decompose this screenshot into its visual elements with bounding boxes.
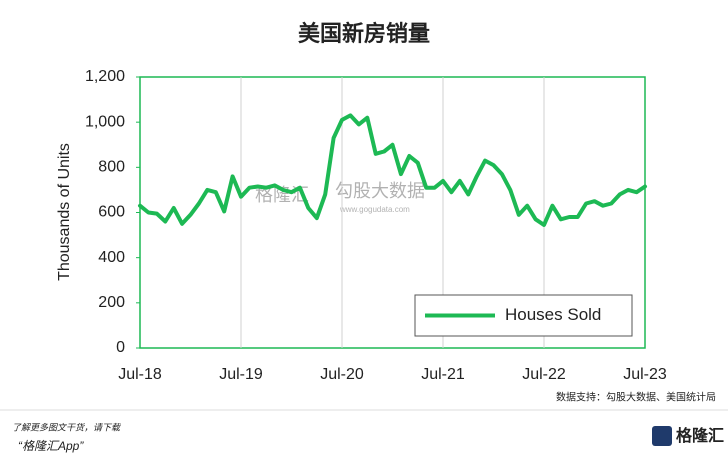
chart-title: 美国新房销量: [298, 21, 430, 46]
watermark-name: 勾股大数据: [335, 181, 425, 201]
logo-icon: [652, 426, 672, 446]
y-tick-label: 0: [116, 339, 125, 356]
logo-text: 格隆汇: [676, 426, 724, 445]
footer-app: “格隆汇App”: [18, 439, 84, 453]
legend-label: Houses Sold: [505, 305, 601, 324]
series-line: [138, 113, 647, 227]
y-tick-label: 1,200: [85, 68, 125, 85]
x-tick-label: Jul-22: [522, 366, 566, 383]
x-tick-label: Jul-19: [219, 366, 263, 383]
x-tick-label: Jul-18: [118, 366, 162, 383]
y-tick-label: 600: [98, 204, 125, 221]
y-tick-label: 800: [98, 159, 125, 176]
y-tick-label: 400: [98, 249, 125, 266]
y-tick-label: 200: [98, 294, 125, 311]
x-tick-label: Jul-23: [623, 366, 667, 383]
footer-text: 了解更多图文干货，请下载: [12, 422, 121, 432]
y-axis-label: Thousands of Units: [56, 143, 73, 281]
watermark-url: www.gogudata.com: [339, 205, 410, 214]
x-tick-label: Jul-21: [421, 366, 465, 383]
y-tick-label: 1,000: [85, 113, 125, 130]
source-note: 数据支持：勾股大数据、美国统计局: [556, 391, 716, 404]
x-tick-label: Jul-20: [320, 366, 364, 383]
